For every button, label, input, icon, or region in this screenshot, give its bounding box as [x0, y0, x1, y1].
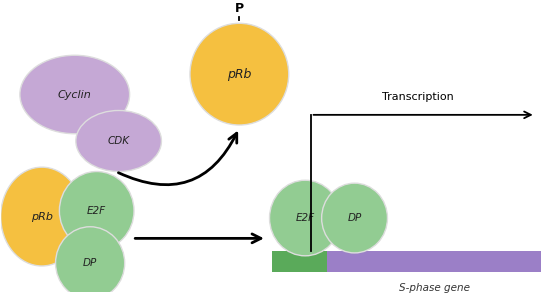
Text: CDK: CDK [108, 136, 130, 146]
Text: Cyclin: Cyclin [58, 89, 92, 99]
Text: Transcription: Transcription [382, 92, 454, 102]
Ellipse shape [322, 183, 387, 253]
Ellipse shape [270, 180, 341, 256]
Text: P: P [235, 2, 244, 15]
Ellipse shape [190, 23, 289, 125]
Ellipse shape [1, 167, 83, 266]
Ellipse shape [20, 55, 130, 134]
Text: E2F: E2F [87, 206, 106, 216]
Text: DP: DP [83, 258, 97, 268]
Ellipse shape [59, 171, 134, 250]
Text: pRb: pRb [31, 212, 53, 222]
Ellipse shape [76, 110, 162, 171]
Ellipse shape [56, 227, 125, 296]
Text: pRb: pRb [227, 68, 251, 81]
Text: DP: DP [348, 213, 362, 223]
Bar [327, 252, 541, 272]
Text: S-phase gene: S-phase gene [399, 284, 470, 293]
Bar [272, 252, 327, 272]
Text: E2F: E2F [295, 213, 315, 223]
